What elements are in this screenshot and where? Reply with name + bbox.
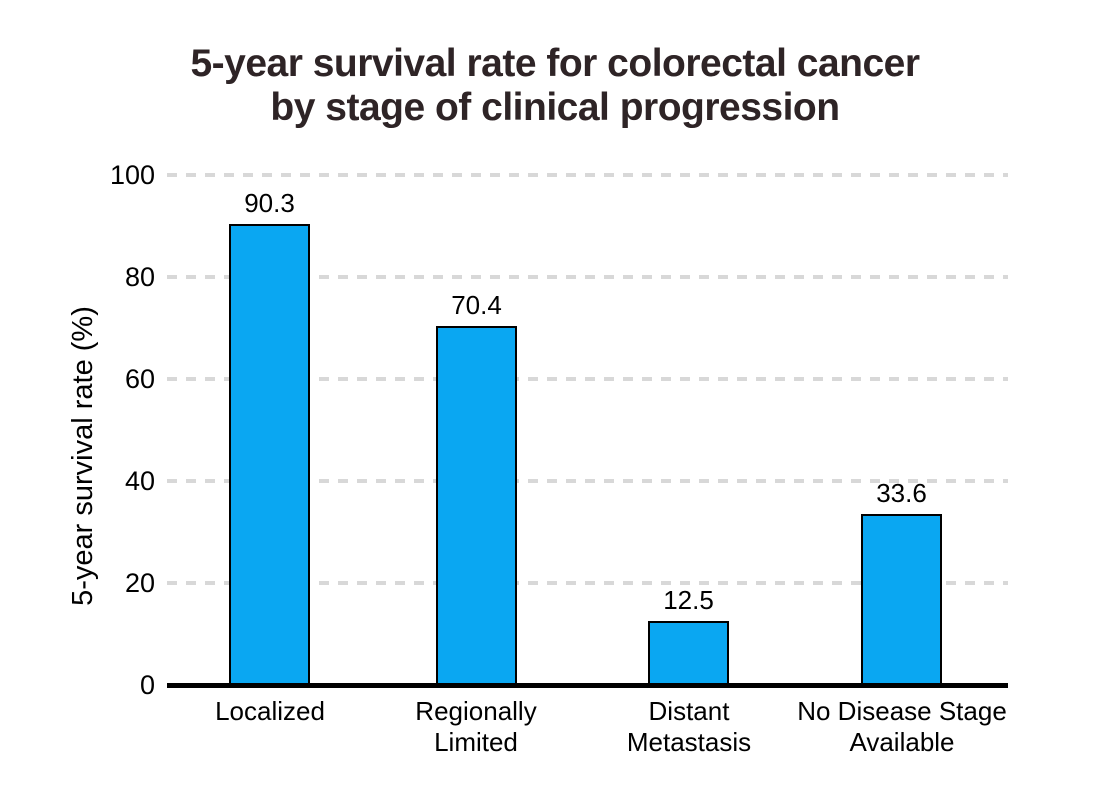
y-tick-label-40: 40 [124, 466, 155, 496]
bar-distant-metastasis [648, 621, 729, 685]
chart-title-line-2: by stage of clinical progression [270, 86, 840, 129]
bar-localized [229, 224, 310, 685]
x-category-label-distant-metastasis: Distant Metastasis [626, 696, 752, 757]
bar-value-label-no-disease-stage: 33.6 [876, 477, 927, 508]
bar-group-no-disease-stage: 33.6 [861, 478, 942, 685]
bar-value-label-regionally-limited: 70.4 [451, 289, 502, 320]
bar-no-disease-stage [861, 513, 942, 685]
gridline-40 [167, 479, 1008, 483]
gridline-100 [167, 173, 1008, 177]
x-axis-line [167, 683, 1008, 688]
chart-title: 5-year survival rate for colorectal canc… [0, 42, 1110, 130]
y-tick-label-0: 0 [139, 670, 155, 700]
bar-group-localized: 90.3 [229, 188, 310, 685]
y-tick-label-60: 60 [124, 364, 155, 394]
x-category-label-regionally-limited: Regionally Limited [415, 696, 537, 757]
y-tick-label-100: 100 [109, 160, 155, 190]
bar-group-distant-metastasis: 12.5 [648, 585, 729, 685]
bar-group-regionally-limited: 70.4 [436, 290, 517, 685]
bar-value-label-distant-metastasis: 12.5 [663, 585, 714, 616]
y-axis-title: 5-year survival rate (%) [67, 306, 99, 606]
y-tick-label-80: 80 [124, 262, 155, 292]
x-category-label-no-disease-stage: No Disease Stage Available [797, 696, 1007, 757]
x-category-label-localized: Localized [215, 696, 325, 726]
gridline-20 [167, 581, 1008, 585]
bar-value-label-localized: 90.3 [244, 188, 295, 219]
gridline-80 [167, 275, 1008, 279]
gridline-60 [167, 377, 1008, 381]
chart-title-line-1: 5-year survival rate for colorectal canc… [190, 42, 920, 85]
y-tick-label-20: 20 [124, 568, 155, 598]
bar-regionally-limited [436, 325, 517, 685]
